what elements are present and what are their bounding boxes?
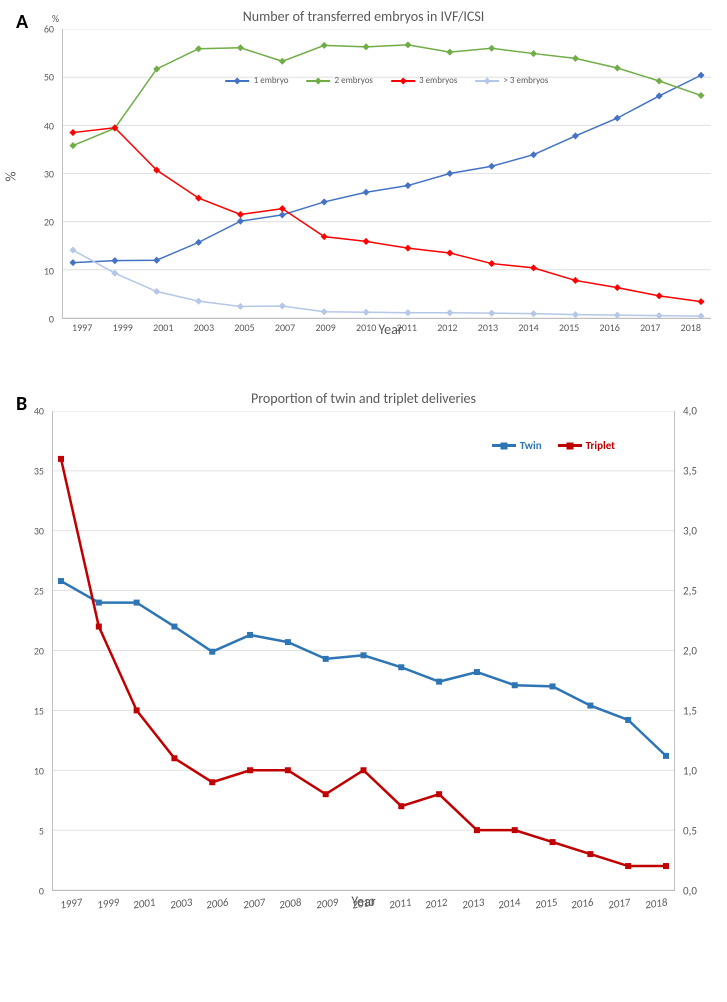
legend-label: Triplet [586,439,615,452]
chart-a-plot: 1 embryo 2 embryos 3 embryos > 3 embryos [62,29,711,319]
legend-label: Twin [520,439,542,452]
panel-label-a: A [16,10,28,34]
legend-item: 1 embryo [226,75,289,86]
chart-b-plot [52,411,675,891]
chart-a-legend: 1 embryo 2 embryos 3 embryos > 3 embryos [160,75,614,86]
chart-a-y-ticks: 0102030405060 [28,29,58,319]
chart-b-y-ticks-right: 0,00,51,01,52,02,53,03,54,0 [679,411,713,891]
legend-item: Twin [492,439,542,452]
legend-item: Triplet [558,439,615,452]
legend-item: > 3 embryos [475,75,548,86]
chart-b-y-ticks-left: 0510152025303540 [18,411,48,891]
chart-a-ylabel: % [3,171,20,181]
legend-label: 2 embryos [335,75,373,86]
legend-label: > 3 embryos [503,75,548,86]
legend-item: 2 embryos [307,75,373,86]
chart-a-x-ticks: 1997199920012003200520072009201020112012… [62,319,711,336]
chart-b: B Proportion of twin and triplet deliver… [8,390,719,950]
chart-a-title: Number of transferred embryos in IVF/ICS… [8,8,719,25]
legend-item: 3 embryos [391,75,457,86]
legend-label: 1 embryo [254,75,289,86]
chart-b-x-ticks: 1997199920012003200620072008200920102011… [52,891,675,912]
legend-label: 3 embryos [419,75,457,86]
chart-b-title: Proportion of twin and triplet deliverie… [8,390,719,407]
chart-b-legend: Twin Triplet [492,439,615,452]
chart-a: A % Number of transferred embryos in IVF… [8,8,719,378]
